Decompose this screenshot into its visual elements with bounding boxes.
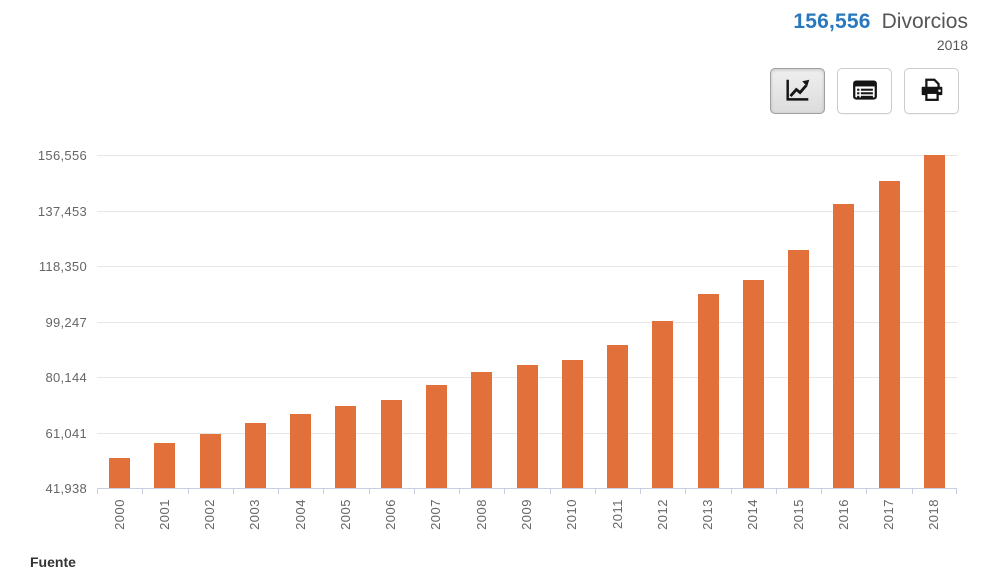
latest-year: 2018 [936, 37, 968, 53]
bar-2014[interactable] [742, 280, 764, 488]
x-axis-tick [323, 489, 324, 494]
print-button[interactable] [904, 68, 959, 114]
plot-area: 2000 2001 2002 2003 2004 2005 2006 2007 2008 2009… [97, 155, 957, 530]
x-axis-tick-label: 2009 [519, 499, 534, 530]
x-axis-tick [369, 489, 370, 494]
x-axis-line [97, 488, 957, 489]
bar-2009[interactable] [516, 365, 538, 488]
x-axis-tick [866, 489, 867, 494]
bar-2010[interactable] [561, 360, 583, 488]
x-axis-tick-label: 2005 [337, 499, 353, 530]
y-axis-tick-label: 156,556 [37, 148, 87, 163]
y-axis-tick-label: 137,453 [37, 204, 87, 219]
chart-header: 156,556 Divorcios 2018 [793, 10, 968, 53]
gridline [97, 322, 957, 323]
y-axis-tick-label: 118,350 [38, 259, 87, 274]
x-axis-tick-label: 2007 [428, 499, 444, 530]
bar-2018[interactable] [923, 155, 945, 488]
view-toolbar [770, 68, 959, 114]
bar-2002[interactable] [199, 434, 221, 488]
x-axis-tick-label: 2018 [926, 499, 942, 530]
y-axis-tick-label: 80,144 [45, 370, 87, 385]
x-axis-tick-label: 2016 [835, 499, 851, 530]
bar-2004[interactable] [290, 414, 312, 488]
bar-2005[interactable] [335, 406, 357, 488]
indicator-label: Divorcios [881, 10, 968, 33]
x-axis-tick [956, 489, 957, 494]
y-axis-tick-label: 41,938 [45, 481, 87, 496]
x-axis-tick [278, 489, 279, 494]
bar-2017[interactable] [878, 181, 900, 488]
x-axis-tick-label: 2013 [700, 499, 716, 530]
bar-2003[interactable] [244, 423, 266, 488]
x-axis-tick [550, 489, 551, 494]
table-icon [850, 75, 880, 108]
x-axis-tick-label: 2003 [247, 499, 263, 530]
x-axis-tick-label: 2006 [383, 499, 399, 530]
x-axis-tick [595, 489, 596, 494]
bar-2006[interactable] [380, 400, 402, 488]
latest-value: 156,556 [793, 10, 871, 33]
x-axis-tick-label: 2017 [881, 499, 897, 530]
gridline [97, 211, 957, 212]
table-view-button[interactable] [837, 68, 892, 114]
chart-view-button[interactable] [770, 68, 825, 114]
bar-2008[interactable] [471, 372, 493, 488]
x-axis-tick-label: 2012 [654, 499, 670, 530]
x-axis-tick-label: 2008 [473, 499, 489, 530]
x-axis-tick-label: 2010 [564, 499, 580, 530]
x-axis-tick [640, 489, 641, 494]
bar-2001[interactable] [154, 443, 176, 488]
bar-2011[interactable] [607, 345, 629, 488]
bar-2016[interactable] [833, 204, 855, 488]
x-axis-tick-label: 2000 [111, 499, 127, 530]
x-axis-tick [233, 489, 234, 494]
bar-2007[interactable] [425, 385, 447, 488]
x-axis-tick [731, 489, 732, 494]
line-chart-icon [783, 75, 813, 108]
x-axis-tick [414, 489, 415, 494]
x-axis-tick [685, 489, 686, 494]
x-axis-tick [912, 489, 913, 494]
x-axis-tick-label: 2001 [156, 499, 172, 530]
x-axis-tick-label: 2004 [292, 499, 308, 530]
divorces-bar-chart: 156,556 137,453 118,350 99,247 80,144 61,041 4… [27, 148, 957, 555]
x-axis-tick [821, 489, 822, 494]
x-axis-tick [97, 489, 98, 494]
x-axis-tick [776, 489, 777, 494]
gridline [97, 266, 957, 267]
bar-2015[interactable] [788, 250, 810, 488]
x-axis-tick [188, 489, 189, 494]
x-axis-tick-label: 2015 [790, 499, 806, 530]
x-axis-tick [459, 489, 460, 494]
y-axis-tick-label: 61,041 [45, 426, 87, 441]
x-axis-tick-label: 2002 [202, 499, 218, 530]
x-axis-tick-label: 2011 [609, 499, 625, 529]
x-axis-tick [142, 489, 143, 494]
bar-2012[interactable] [652, 321, 674, 488]
bar-2000[interactable] [109, 458, 131, 488]
x-axis-tick-label: 2014 [745, 499, 761, 530]
source-label: Fuente [30, 554, 76, 570]
printer-icon [917, 75, 947, 108]
bar-2013[interactable] [697, 294, 719, 488]
gridline [97, 155, 957, 156]
y-axis-tick-label: 99,247 [45, 315, 87, 330]
x-axis-tick [504, 489, 505, 494]
y-axis: 156,556 137,453 118,350 99,247 80,144 61,041 4… [27, 148, 87, 500]
